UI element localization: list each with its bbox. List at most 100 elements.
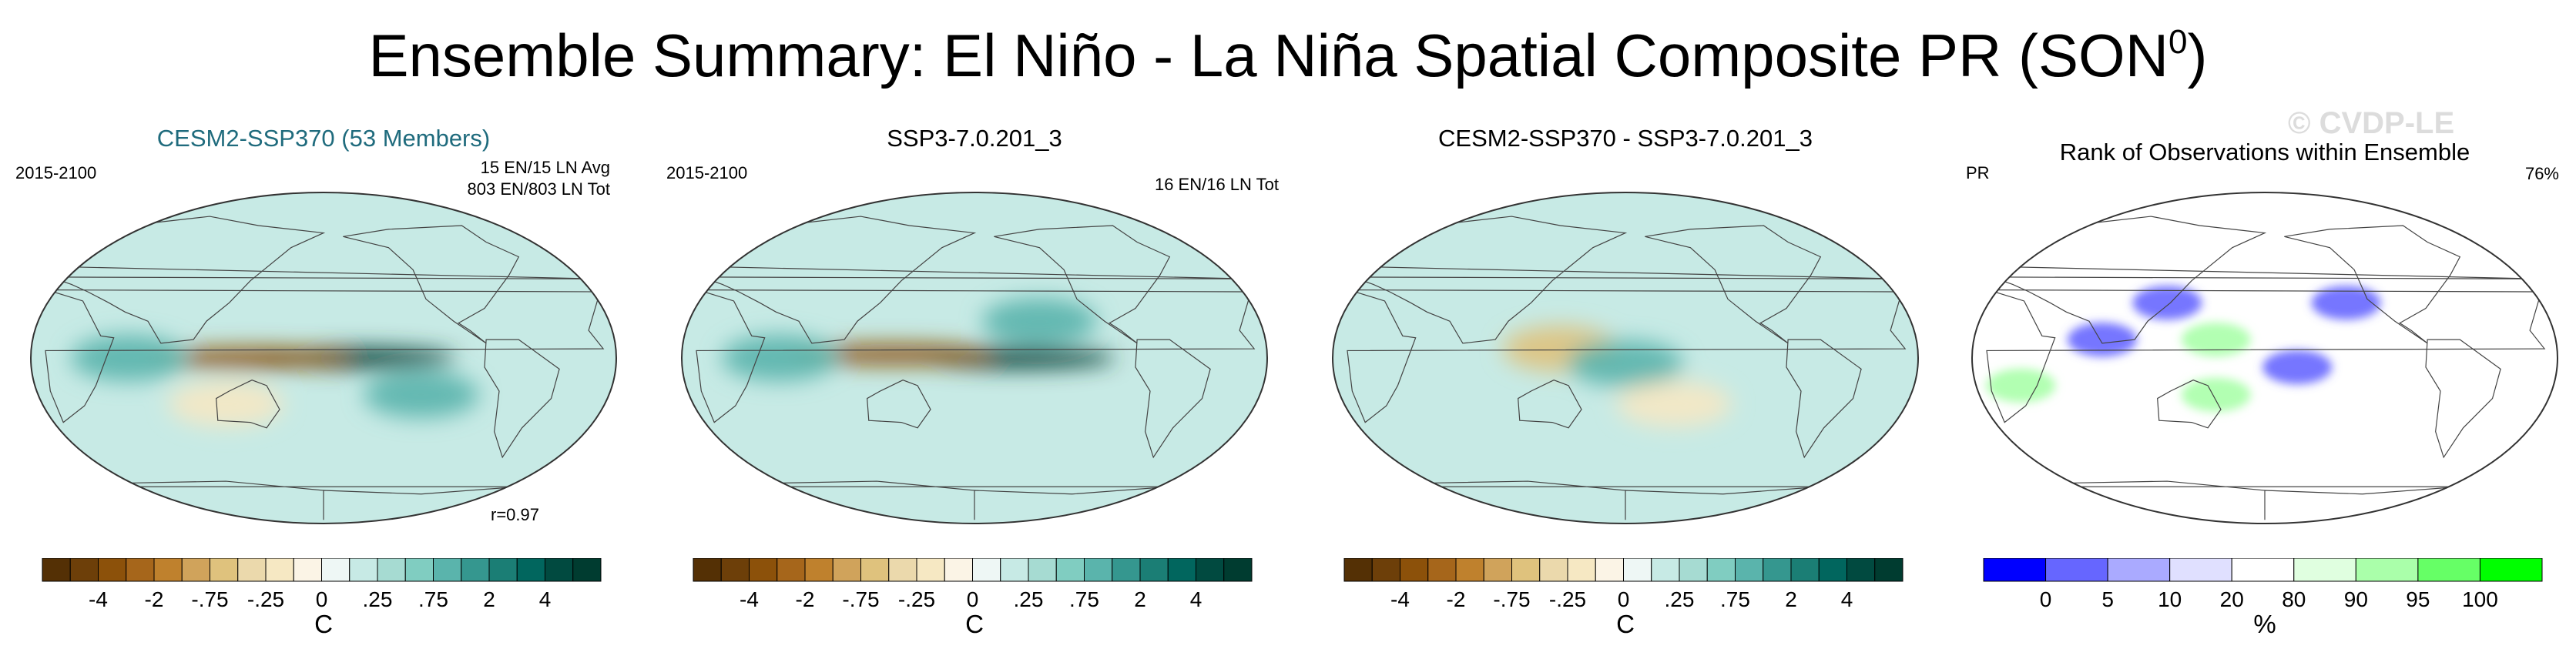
colorbar-tick-label: -.75: [1493, 587, 1530, 611]
composite-count-label: 15 EN/15 LN Avg 803 EN/803 LN Tot: [468, 157, 611, 200]
colorbar-segment: [321, 558, 351, 582]
colorbar-segment: [916, 558, 945, 582]
colorbar-segment: [860, 558, 890, 582]
colorbar-segment: [1790, 558, 1820, 582]
colorbar-segment: [545, 558, 574, 582]
colorbar-tick-label: -2: [796, 587, 815, 611]
colorbar-tick-label: -4: [89, 587, 108, 611]
colorbar-tick-label: -.75: [191, 587, 228, 611]
variable-label: PR: [1966, 163, 1990, 182]
panel-title: CESM2-SSP370 (53 Members): [156, 125, 491, 152]
map-border: [681, 192, 1268, 524]
coastline: [994, 225, 1171, 344]
colorbar-tick-label: 4: [1190, 587, 1202, 611]
colorbar-unit: C: [965, 610, 984, 638]
anomaly-blob: [150, 347, 351, 369]
anomaly-blob: [363, 371, 479, 418]
colorbar-tick-label: 0: [967, 587, 979, 611]
anomaly-blob: [2132, 286, 2202, 320]
anomaly-blob: [2181, 323, 2251, 357]
colorbar-segment: [2355, 558, 2419, 582]
colorbar-tick-label: 2: [1134, 587, 1146, 611]
colorbar-segment: [1818, 558, 1847, 582]
anomaly-blob: [1568, 340, 1683, 387]
coastline: [1986, 289, 2546, 423]
colorbar-segment: [42, 558, 71, 582]
colorbar-tick-label: 80: [2282, 587, 2306, 611]
colorbar-segment: [1112, 558, 1141, 582]
coastline: [2157, 380, 2222, 429]
colorbar-segment: [1983, 558, 2047, 582]
colorbar-segment: [1874, 558, 1903, 582]
anomaly-blob: [2067, 323, 2137, 357]
colorbar-segment: [1623, 558, 1652, 582]
panel-ensemble-mean: CESM2-SSP370 (53 Members) 2015-2100 15 E…: [15, 123, 632, 654]
colorbar-segment: [1735, 558, 1764, 582]
anomaly-blob: [70, 335, 186, 381]
map-border: [30, 192, 617, 524]
anomaly-blob: [721, 335, 837, 381]
colorbar-segment: [1511, 558, 1541, 582]
colorbar-segment: [1455, 558, 1484, 582]
coastline: [696, 289, 1256, 423]
coastline: [867, 380, 931, 429]
colorbar: -4 -2 -.75 -.25 0 .25 .75 2 4: [42, 558, 602, 611]
colorbar-segment: [776, 558, 806, 582]
colorbar-segment: [265, 558, 294, 582]
colorbar-segment: [2417, 558, 2480, 582]
figure-title: Ensemble Summary: El Niño - La Niña Spat…: [368, 22, 2208, 89]
composite-count-label: 16 EN/16 LN Tot: [1154, 175, 1279, 194]
percent-label: 76%: [2524, 164, 2559, 183]
colorbar-segment: [377, 558, 406, 582]
colorbar-segment: [293, 558, 322, 582]
coastline: [1645, 225, 1822, 344]
colorbar-segment: [69, 558, 99, 582]
colorbar: -4 -2 -.75 -.25 0 .25 .75 2 4: [693, 558, 1253, 611]
colorbar-tick-label: 0: [316, 587, 328, 611]
coastline: [45, 289, 605, 423]
colorbar-tick-label: .25: [363, 587, 393, 611]
coastline: [1518, 380, 1582, 429]
map-background: [1972, 192, 2558, 524]
colorbar-segment: [693, 558, 722, 582]
colorbar-segment: [1055, 558, 1085, 582]
colorbar-segment: [2045, 558, 2108, 582]
coastline: [1347, 289, 1907, 423]
period-label: 2015-2100: [666, 163, 748, 182]
colorbar-segment: [1679, 558, 1708, 582]
colorbar-segment: [1651, 558, 1680, 582]
anomaly-blob: [1986, 368, 2056, 403]
colorbar-segment: [1427, 558, 1457, 582]
map-border: [1971, 192, 2558, 524]
colorbar-segment: [1084, 558, 1113, 582]
global-map: [1332, 192, 1919, 524]
colorbar-tick-label: 100: [2462, 587, 2498, 611]
colorbar-tick-label: -4: [1390, 587, 1410, 611]
colorbar-tick-label: 95: [2406, 587, 2430, 611]
colorbar-segment: [1343, 558, 1373, 582]
anomaly-blob: [793, 343, 994, 366]
colorbar-segment: [1400, 558, 1429, 582]
global-map: [681, 192, 1268, 524]
colorbar-tick-label: .25: [1665, 587, 1695, 611]
colorbar-segment: [1371, 558, 1400, 582]
colorbar-segment: [2107, 558, 2171, 582]
colorbar-segment: [1539, 558, 1568, 582]
coastline: [2284, 225, 2461, 344]
global-map: [1971, 192, 2558, 524]
colorbar-segment: [1567, 558, 1596, 582]
colorbar-segment: [126, 558, 155, 582]
panel-rank: Rank of Observations within Ensemble PR …: [1957, 123, 2573, 654]
colorbar-unit: C: [314, 610, 333, 638]
colorbar-tick-label: 90: [2344, 587, 2368, 611]
colorbar: 0 5 10 20 80 90 95 100: [1983, 558, 2543, 611]
colorbar-segment: [572, 558, 602, 582]
colorbar-segment: [720, 558, 750, 582]
colorbar-tick-label: -.25: [247, 587, 284, 611]
colorbar-segment: [1167, 558, 1196, 582]
colorbar-segment: [181, 558, 210, 582]
colorbar-segment: [1196, 558, 1225, 582]
coastline: [484, 339, 560, 459]
colorbar-segment: [2231, 558, 2295, 582]
colorbar-tick-label: .75: [1720, 587, 1750, 611]
